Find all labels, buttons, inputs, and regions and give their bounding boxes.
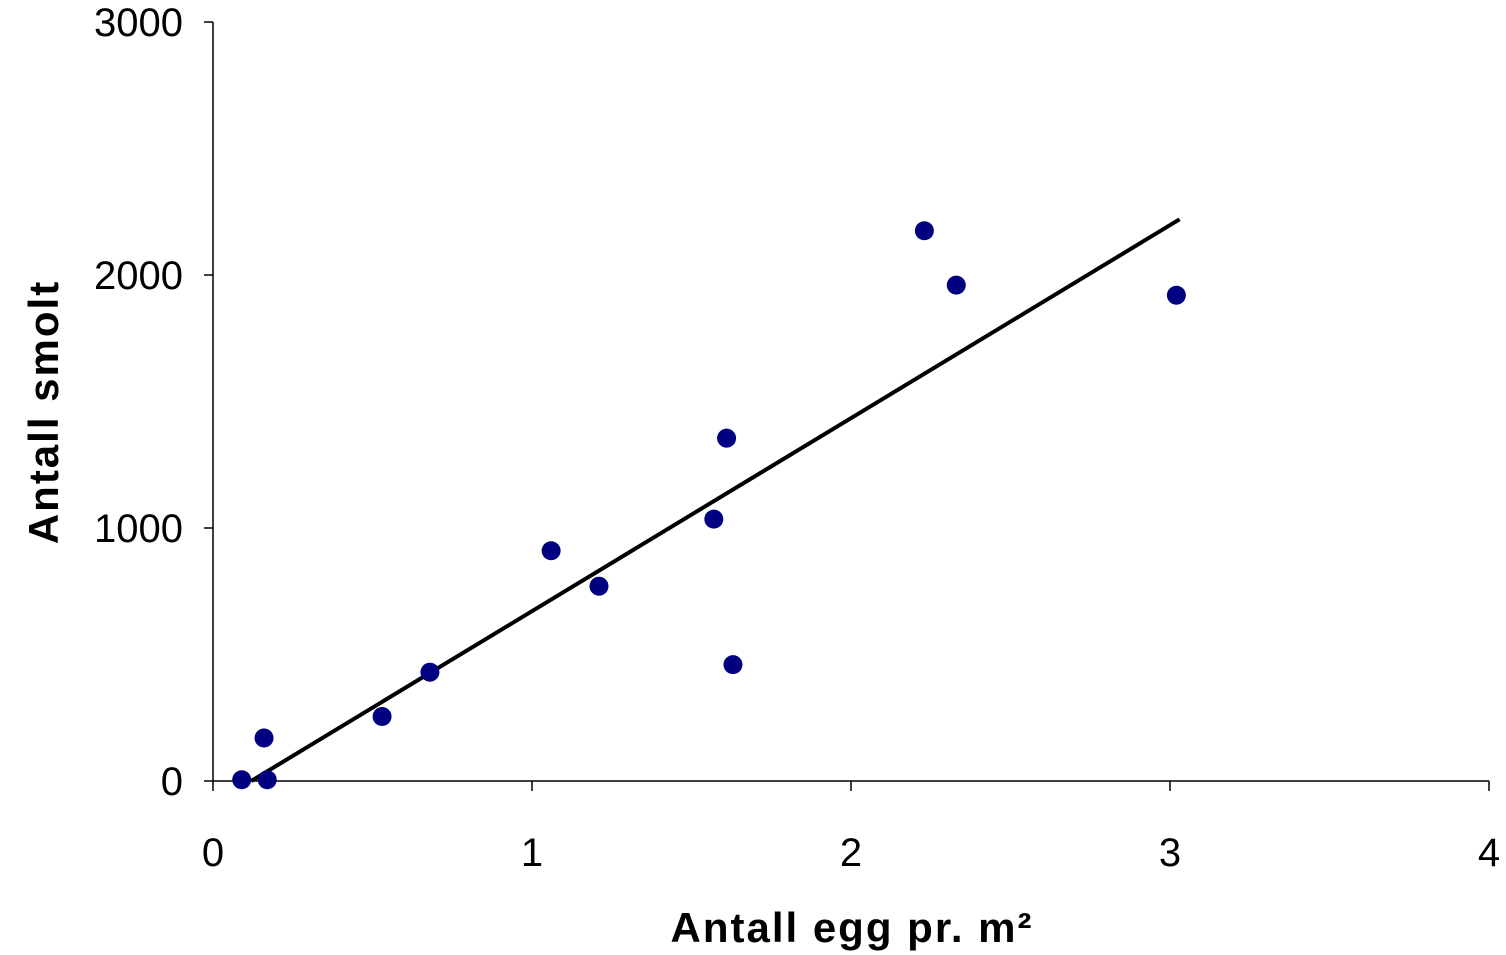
data-point [420,662,440,682]
data-point [1166,285,1186,305]
y-tick-label: 1000 [94,507,183,551]
y-axis-title: Antall smolt [20,280,67,544]
x-tick-label: 0 [202,831,224,875]
x-tick-label: 3 [1159,831,1181,875]
data-point [254,728,274,748]
data-point [717,428,737,448]
data-point [946,275,966,295]
trendline-layer [250,217,1181,783]
data-point [723,655,743,675]
trendline [250,217,1181,783]
axes [204,21,1490,791]
data-points [232,221,1186,790]
data-point [541,541,561,561]
data-point [372,706,392,726]
data-point [589,576,609,596]
x-tick-label: 1 [521,831,543,875]
data-point [704,509,724,529]
data-point [232,770,252,790]
y-tick-label: 0 [161,760,183,804]
x-tick-label: 4 [1478,831,1500,875]
x-tick-label: 2 [840,831,862,875]
data-point [257,770,277,790]
y-tick-label: 2000 [94,254,183,298]
tick-labels: 0 1000 2000 3000 0 1 2 3 4 [94,1,1500,875]
data-point [914,221,934,241]
y-tick-label: 3000 [94,1,183,45]
x-axis-title: Antall egg pr. m² [670,904,1033,951]
